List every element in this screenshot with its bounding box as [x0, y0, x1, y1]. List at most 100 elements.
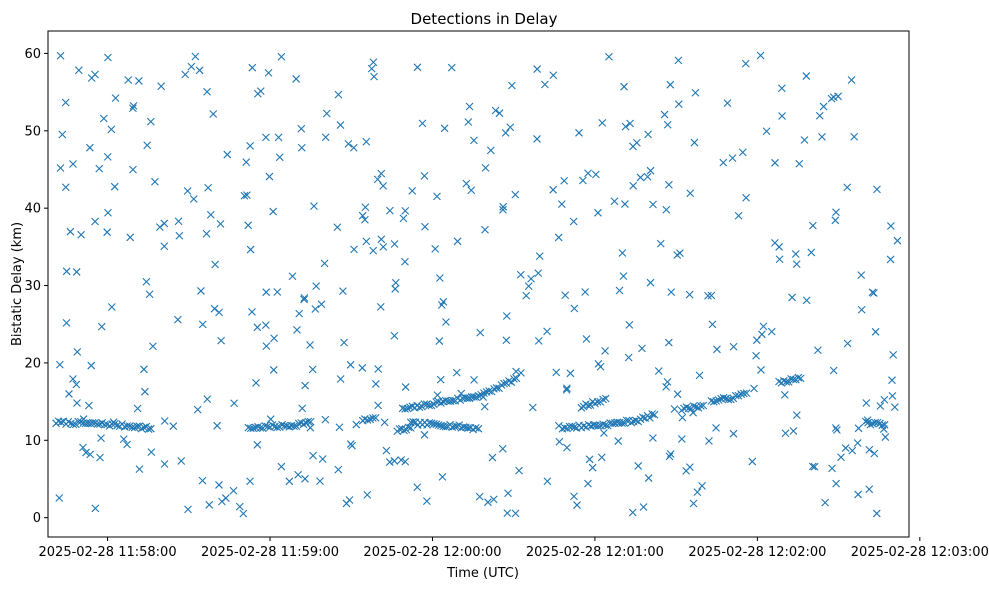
data-point: [235, 502, 244, 511]
data-point: [124, 76, 133, 84]
data-point: [515, 466, 523, 475]
data-point: [677, 435, 686, 443]
plot-frame: [47, 30, 910, 538]
data-point: [464, 424, 473, 432]
data-point: [145, 290, 154, 299]
data-point: [675, 249, 684, 257]
data-point: [135, 465, 144, 473]
data-point: [210, 304, 219, 313]
data-point: [841, 444, 850, 452]
data-point: [777, 84, 786, 93]
data-point: [693, 488, 702, 497]
data-point: [696, 401, 705, 410]
data-point: [499, 202, 508, 211]
data-point: [123, 440, 131, 449]
data-point: [666, 80, 675, 89]
data-point: [123, 422, 132, 430]
data-point: [462, 179, 471, 188]
data-point: [628, 508, 637, 517]
data-point: [622, 416, 631, 425]
data-point: [261, 421, 270, 430]
data-point: [821, 498, 830, 507]
data-point: [413, 63, 422, 72]
data-point: [729, 429, 738, 438]
data-point: [486, 146, 495, 155]
data-point: [654, 367, 663, 375]
data-point: [69, 420, 78, 429]
data-point: [435, 274, 444, 282]
data-point: [104, 53, 112, 62]
data-point: [404, 423, 413, 432]
data-point: [876, 402, 885, 410]
data-point: [358, 416, 367, 425]
data-point: [56, 51, 65, 60]
data-point: [601, 394, 610, 403]
data-point: [213, 421, 222, 430]
x-tick-label: 2025-02-28 12:02:00: [688, 545, 826, 560]
data-point: [300, 295, 308, 304]
data-point: [507, 378, 516, 387]
data-point: [269, 366, 278, 374]
data-point: [632, 138, 641, 147]
data-point: [97, 322, 106, 331]
data-point: [775, 255, 784, 264]
data-point: [682, 466, 691, 475]
data-point: [517, 368, 525, 377]
data-point: [62, 318, 71, 327]
data-point: [204, 183, 213, 192]
data-point: [470, 136, 478, 145]
data-point: [499, 205, 507, 214]
data-point: [358, 211, 367, 220]
data-point: [317, 300, 326, 309]
data-point: [310, 202, 318, 211]
chart-title: Detections in Delay: [411, 10, 558, 28]
data-point: [274, 133, 283, 142]
data-point: [216, 219, 225, 228]
data-point: [436, 375, 445, 384]
data-point: [72, 268, 81, 276]
data-point: [873, 418, 882, 427]
data-point: [646, 166, 655, 175]
data-point: [560, 424, 569, 432]
data-point: [311, 305, 320, 313]
data-point: [488, 453, 497, 462]
data-point: [621, 122, 630, 131]
data-point: [79, 415, 88, 423]
data-point: [663, 377, 672, 386]
data-point: [361, 203, 370, 212]
data-point: [771, 158, 779, 167]
data-point: [129, 104, 137, 113]
y-tick-label: 10: [24, 434, 41, 449]
data-point: [585, 455, 594, 464]
data-point: [160, 242, 169, 251]
y-tick-label: 60: [24, 47, 41, 62]
data-point: [502, 312, 511, 320]
data-point: [427, 419, 436, 428]
data-point: [479, 393, 488, 402]
data-point: [470, 376, 478, 384]
data-point: [872, 509, 881, 518]
data-point: [432, 398, 441, 406]
data-point: [815, 111, 824, 120]
data-point: [144, 425, 153, 433]
data-point: [265, 172, 274, 181]
data-point: [288, 272, 297, 281]
data-point: [195, 66, 204, 75]
data-point: [318, 455, 327, 463]
data-point: [522, 291, 531, 300]
data-point: [808, 221, 817, 230]
data-point: [312, 282, 321, 290]
data-point: [430, 420, 438, 428]
data-point: [625, 320, 634, 329]
data-point: [708, 320, 717, 329]
data-point: [562, 384, 571, 393]
data-point: [670, 405, 679, 413]
data-point: [437, 421, 445, 430]
data-point: [322, 109, 331, 118]
data-point: [638, 344, 646, 353]
data-point: [665, 452, 674, 461]
data-point: [198, 320, 207, 329]
data-point: [69, 375, 77, 383]
data-point: [549, 71, 558, 80]
data-point: [401, 405, 409, 413]
